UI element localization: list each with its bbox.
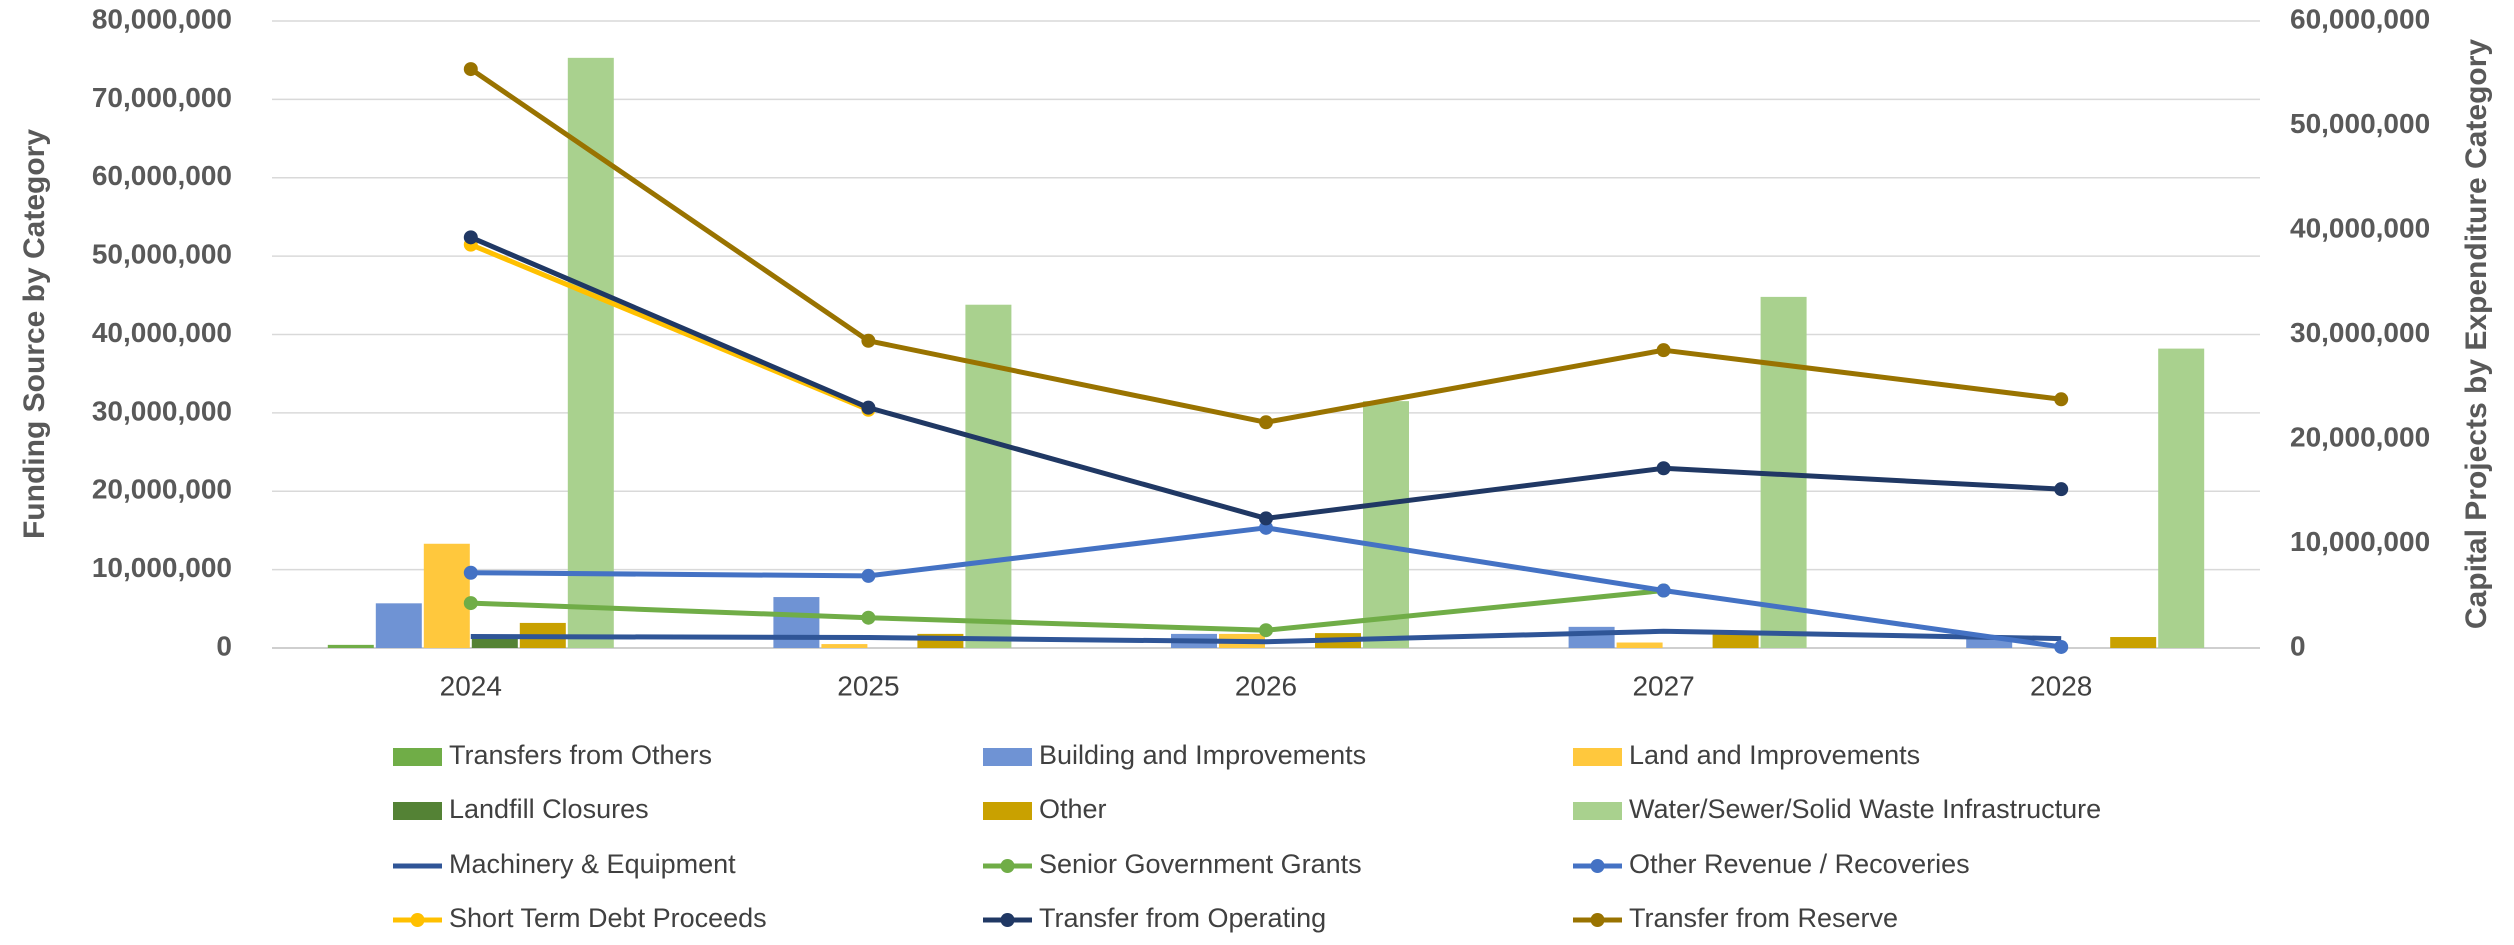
x-tick-label: 2027 <box>1632 670 1694 701</box>
legend-label: Building and Improvements <box>1039 740 1366 770</box>
y2-tick-label: 30,000,000 <box>2290 317 2430 348</box>
y-axis-title: Funding Source by Category <box>18 129 51 539</box>
y2-tick-label: 0 <box>2290 630 2306 661</box>
line <box>469 67 2062 425</box>
line-marker <box>1656 583 1671 598</box>
bar <box>423 543 470 648</box>
y2-tick-label: 60,000,000 <box>2290 3 2430 34</box>
bar <box>1616 642 1663 648</box>
line-marker <box>1656 343 1671 358</box>
legend-label: Transfer from Operating <box>1039 903 1326 933</box>
line-marker <box>861 610 876 625</box>
y-tick-label: 20,000,000 <box>92 474 232 505</box>
line <box>469 242 870 413</box>
line-marker <box>2054 392 2069 407</box>
line-marker <box>2054 639 2069 654</box>
line-marker <box>861 333 876 348</box>
bar <box>1712 633 1759 648</box>
line <box>470 588 1664 633</box>
y-tick-label: 40,000,000 <box>92 317 232 348</box>
bar <box>821 644 868 648</box>
bar <box>1966 636 2013 648</box>
line-marker <box>463 230 478 245</box>
bar <box>471 636 518 648</box>
legend-label: Transfers from Others <box>449 740 712 770</box>
legend-swatch <box>393 748 442 766</box>
legend-label: Land and Improvements <box>1629 740 1920 770</box>
y2-tick-label: 20,000,000 <box>2290 421 2430 452</box>
y2-tick-label: 40,000,000 <box>2290 212 2430 243</box>
line-marker <box>861 400 876 415</box>
line-marker <box>2054 482 2069 497</box>
legend-marker <box>1590 859 1605 873</box>
legend-marker <box>1000 913 1015 927</box>
line-marker <box>463 62 478 77</box>
x-tick-label: 2025 <box>837 670 899 701</box>
legend-label: Water/Sewer/Solid Waste Infrastructure <box>1629 794 2101 824</box>
legend-label: Machinery & Equipment <box>449 849 736 879</box>
legend-label: Senior Government Grants <box>1039 849 1362 879</box>
bar <box>773 597 820 648</box>
legend-label: Other <box>1039 794 1107 824</box>
legend-label: Landfill Closures <box>449 794 649 824</box>
bar <box>965 304 1012 648</box>
legend-label: Short Term Debt Proceeds <box>449 903 767 933</box>
line-marker <box>1656 461 1671 476</box>
y-tick-label: 60,000,000 <box>92 160 232 191</box>
y2-tick-label: 50,000,000 <box>2290 108 2430 139</box>
bar <box>1568 626 1615 648</box>
line-marker <box>463 565 478 580</box>
y-tick-label: 80,000,000 <box>92 3 232 34</box>
legend-swatch <box>1573 748 1622 766</box>
x-tick-label: 2024 <box>440 670 502 701</box>
y-tick-label: 30,000,000 <box>92 395 232 426</box>
y-tick-label: 10,000,000 <box>92 552 232 583</box>
legend-label: Transfer from Reserve <box>1629 903 1898 933</box>
y-tick-label: 50,000,000 <box>92 239 232 270</box>
legend-swatch <box>983 748 1032 766</box>
line <box>470 628 2062 645</box>
line-marker <box>1259 415 1273 430</box>
line-marker <box>1259 511 1273 526</box>
bar <box>2158 348 2205 648</box>
x-tick-label: 2028 <box>2030 670 2092 701</box>
legend-label: Other Revenue / Recoveries <box>1629 849 1970 879</box>
legend-swatch <box>983 802 1032 820</box>
line <box>469 235 2062 521</box>
line-marker <box>1259 623 1273 638</box>
legend-swatch <box>1573 802 1622 820</box>
legend-marker <box>1000 859 1015 873</box>
y-tick-label: 70,000,000 <box>92 82 232 113</box>
bar <box>567 57 614 649</box>
legend-swatch <box>393 802 442 820</box>
bar <box>375 603 422 648</box>
line-marker <box>861 568 876 583</box>
y2-axis-title: Capital Projects by Expenditure Category <box>2460 39 2493 629</box>
line-marker <box>463 596 478 611</box>
bar <box>2110 637 2157 648</box>
legend-marker <box>410 913 425 927</box>
x-tick-label: 2026 <box>1235 670 1297 701</box>
y2-tick-label: 10,000,000 <box>2290 526 2430 557</box>
bar <box>1363 401 1409 648</box>
legend-marker <box>1590 913 1605 927</box>
y-tick-label: 0 <box>216 630 232 661</box>
bar <box>327 644 374 648</box>
